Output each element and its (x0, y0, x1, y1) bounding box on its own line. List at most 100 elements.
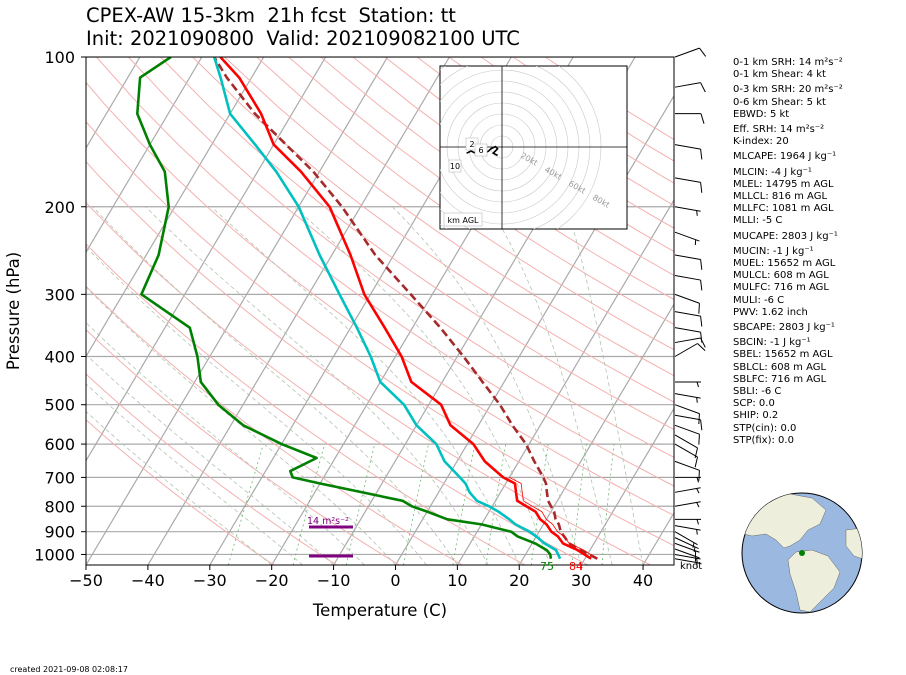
wet-bulb-line (212, 57, 562, 560)
dry-adiabat (128, 57, 674, 458)
wind-barb (674, 343, 706, 357)
barb-staff (674, 558, 701, 564)
wind-barb (674, 537, 699, 553)
barb-staff (674, 144, 701, 150)
axes: −50 −40 −30 −20 −10 0 10 20 30 40 100 200 300 400 500 6… (4, 48, 702, 620)
x-tick-label: −30 (193, 571, 227, 590)
barb-flag (700, 316, 703, 327)
barb-staff (674, 487, 701, 493)
barb-half-flag (692, 542, 695, 548)
globe-south-america (787, 549, 841, 613)
moist-adiabat (86, 353, 334, 565)
barb-staff (674, 275, 701, 281)
barb-staff (674, 311, 701, 317)
barb-flag (700, 419, 703, 431)
mixing-ratio-line (530, 444, 549, 565)
wind-barb (674, 327, 703, 343)
index-line: SBEL: 15652 m AGL (733, 349, 833, 361)
background-lines (86, 57, 674, 565)
surface-temp-label: 84 (569, 560, 583, 573)
index-line: MLLCL: 816 m AGL (733, 191, 828, 203)
barb-flag (694, 456, 699, 468)
moist-adiabat (392, 206, 582, 565)
isotherm (580, 407, 674, 565)
barb-staff (674, 501, 701, 507)
barb-staff (674, 531, 698, 546)
dry-adiabat (86, 329, 400, 565)
index-line: EBWD: 5 kt (733, 108, 790, 120)
isotherm (86, 57, 327, 462)
moist-adiabat (92, 206, 458, 565)
barb-staff (674, 424, 700, 435)
dry-adiabat (86, 121, 674, 547)
index-line: SCP: 0.0 (733, 398, 775, 410)
wind-barb (674, 47, 707, 58)
barb-staff (674, 434, 698, 449)
barb-flag (698, 434, 700, 445)
y-tick-label: 400 (44, 348, 75, 367)
barb-staff (674, 327, 701, 333)
index-line: SBCIN: -1 J kg⁻¹ (733, 337, 811, 349)
wind-barb (674, 525, 701, 535)
barb-half-flag (696, 397, 698, 403)
wind-barb (674, 548, 700, 562)
dry-adiabat (86, 243, 526, 565)
mixing-ratio-line (345, 444, 376, 565)
y-tick-label: 300 (44, 285, 75, 304)
index-line: MULFC: 716 m AGL (733, 282, 829, 294)
wind-unit-label: knot (680, 561, 702, 572)
barb-flag (700, 182, 703, 193)
barb-flag (698, 303, 700, 314)
index-line: 0-1 km SRH: 14 m²s⁻² (733, 57, 843, 68)
parcel-line (213, 57, 598, 560)
wind-barb (675, 476, 701, 483)
barb-staff (674, 47, 700, 58)
dry-adiabat (86, 373, 337, 565)
barb-staff (674, 404, 700, 415)
wind-barb (675, 113, 705, 124)
mixing-ratio-line (228, 443, 264, 565)
wind-barb (674, 487, 701, 494)
moist-adiabat (293, 206, 551, 565)
hodograph-height-label: 6 (478, 146, 483, 155)
index-line: K-index: 20 (733, 136, 789, 148)
barb-staff (674, 177, 701, 183)
temperature-line (219, 57, 592, 560)
wind-barb (674, 177, 703, 193)
barb-flag (700, 149, 703, 160)
index-line: SHIP: 0.2 (733, 410, 779, 422)
index-line: STP(fix): 0.0 (733, 434, 794, 446)
barb-half-flag (696, 488, 700, 494)
barb-staff (674, 393, 701, 399)
index-line: SBLFC: 716 m AGL (733, 373, 827, 385)
hodograph-label-box (443, 212, 483, 227)
barb-flag (700, 332, 703, 343)
barb-staff (674, 414, 701, 421)
mixing-ratio-line (403, 444, 429, 565)
chart-title-line1: CPEX-AW 15-3km 21h fcst Station: tt (86, 4, 456, 27)
y-tick-label: 900 (44, 523, 75, 542)
wind-barb (674, 254, 703, 270)
sounding-indices: 0-1 km SRH: 14 m²s⁻² 0-1 km Shear: 4 kt 0-… (733, 57, 843, 447)
moist-adiabat (86, 286, 396, 565)
moist-adiabat (86, 411, 272, 565)
dewpoint-line (136, 57, 553, 559)
barb-staff (674, 460, 700, 471)
index-line: MUEL: 15652 m AGL (733, 258, 836, 270)
index-line: MUCAPE: 2803 J kg⁻¹ (733, 230, 838, 242)
index-line: SBLI: -6 C (733, 386, 782, 398)
barb-flag (700, 82, 706, 93)
isotherm (86, 57, 265, 358)
hodograph-height-box (474, 143, 488, 157)
barb-half-flag (696, 519, 699, 525)
hodograph-height-label: 2 (469, 140, 474, 149)
barb-staff (674, 548, 700, 559)
x-tick-label: 40 (633, 571, 653, 590)
globe-station-marker (799, 550, 805, 556)
barb-flag (700, 113, 705, 124)
index-line: SBLCL: 608 m AGL (733, 361, 827, 373)
globe-land (742, 493, 862, 613)
barb-flag (700, 259, 703, 270)
barb-staff (674, 82, 701, 88)
